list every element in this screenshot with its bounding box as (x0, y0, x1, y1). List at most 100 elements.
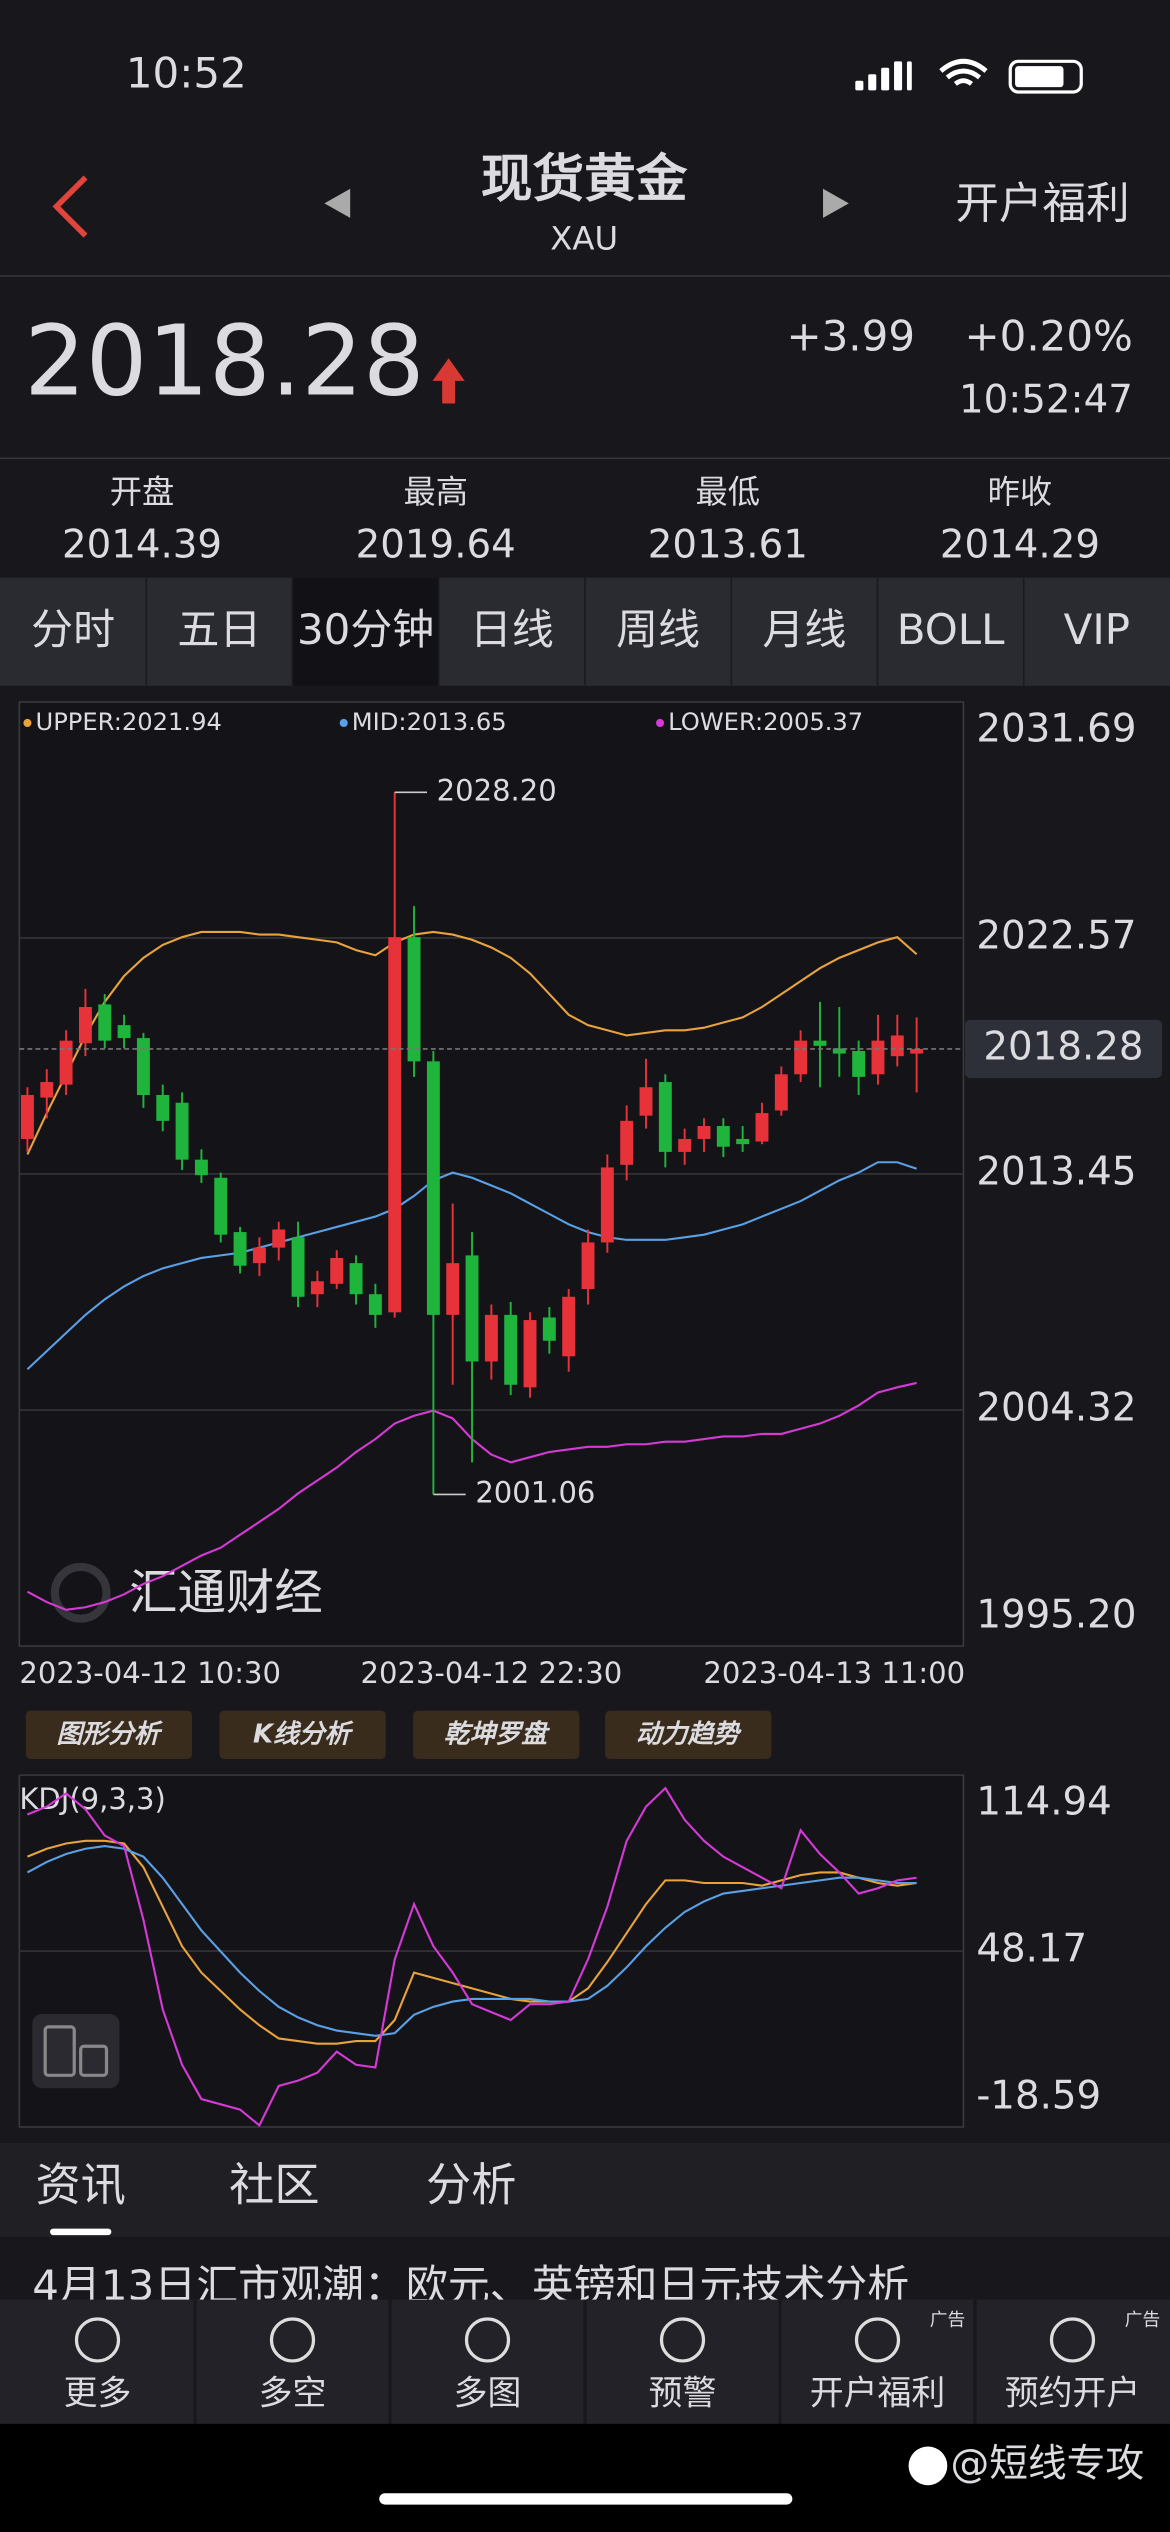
watermark: 汇通财经 (129, 1565, 323, 1621)
tab[interactable]: 月线 (762, 605, 846, 654)
candle-body (890, 1035, 904, 1057)
series-line (26, 1845, 917, 2037)
stat-value: 2014.39 (62, 523, 222, 568)
candle-body (20, 1094, 34, 1139)
tab[interactable]: 日线 (470, 605, 554, 654)
candle-body (794, 1040, 808, 1075)
candle-body (407, 937, 421, 1062)
nav-icon (1049, 2317, 1096, 2363)
tab-active-bg (292, 577, 439, 686)
candle-body (78, 1007, 92, 1044)
header-action[interactable]: 开户福利 (955, 180, 1129, 230)
candle-body (600, 1167, 614, 1243)
candle-body (214, 1177, 228, 1235)
y-tick-label: 114.94 (976, 1780, 1111, 1825)
battery-icon (1008, 59, 1083, 94)
nav-icon (74, 2317, 121, 2363)
kdj-title: KDJ(9,3,3) (19, 1782, 165, 1816)
tool-button[interactable] (605, 1710, 772, 1760)
tab[interactable]: BOLL (897, 605, 1005, 654)
tool-label: K线分析 (253, 1719, 354, 1749)
series-line (27, 1786, 917, 2128)
back-button[interactable] (52, 175, 88, 238)
candle-body (910, 1048, 924, 1054)
candle-body (156, 1094, 170, 1121)
stat-label: 最低 (696, 473, 761, 511)
candle-body (678, 1138, 692, 1152)
title: 现货黄金 (481, 149, 688, 209)
stat-label: 昨收 (988, 473, 1053, 511)
candle-body (871, 1040, 885, 1075)
candle-body (581, 1242, 595, 1290)
candle-body (465, 1255, 479, 1362)
tab[interactable]: 30分钟 (297, 605, 434, 654)
candle-body (774, 1074, 788, 1111)
candle-body (272, 1229, 286, 1248)
stat-value: 2013.61 (648, 523, 808, 568)
annotation-label: 2001.06 (475, 1475, 595, 1509)
stats: 开盘 2014.39 最高 2019.64 最低 2013.61 昨收 2014.29 (62, 473, 1100, 568)
tab[interactable]: VIP (1064, 605, 1130, 654)
candle-body (523, 1320, 537, 1388)
nav-label[interactable]: 预警 (649, 2373, 717, 2412)
candle-body (697, 1126, 711, 1139)
rotate-button[interactable] (32, 2013, 120, 2089)
candle-body (117, 1025, 131, 1039)
nav-icon (464, 2317, 511, 2363)
y-tick-label: 2013.45 (976, 1149, 1136, 1194)
tool-button[interactable] (219, 1710, 386, 1760)
candle-body (233, 1232, 247, 1266)
tool-label: 乾坤罗盘 (444, 1719, 550, 1749)
candle-body (252, 1247, 266, 1264)
candle-body (562, 1296, 576, 1357)
candle-body (330, 1257, 344, 1284)
status-time: 10:52 (126, 48, 247, 97)
y-tick-label: -18.59 (976, 2073, 1101, 2118)
series-line (26, 1161, 917, 1370)
candle-body (736, 1138, 750, 1145)
tab[interactable]: 五日 (177, 605, 261, 654)
kdj-chart: 114.94 48.17 -18.59 (19, 1774, 1112, 2128)
tab[interactable]: 周线 (616, 605, 700, 654)
prev-button[interactable] (324, 188, 351, 218)
candle-body (484, 1314, 498, 1362)
nav-label[interactable]: 多图 (454, 2373, 522, 2412)
nav-label[interactable]: 预约开户 (1005, 2373, 1141, 2412)
change: +3.99 (787, 311, 916, 360)
y-tick-label: 2022.57 (976, 913, 1136, 958)
series-line (27, 1839, 917, 2045)
stat-value: 2014.29 (940, 523, 1100, 568)
wifi-icon (939, 58, 988, 86)
nav-label[interactable]: 开户福利 (810, 2373, 946, 2412)
tool-button[interactable] (25, 1710, 193, 1760)
next-button[interactable] (823, 188, 849, 218)
tool-button[interactable] (413, 1710, 580, 1760)
price: 2018.28 (24, 304, 424, 417)
stat-label: 开盘 (110, 473, 175, 511)
y-tick-label: 2004.32 (976, 1386, 1136, 1431)
candle-body (716, 1126, 730, 1147)
x-tick-label: 2023-04-12 22:30 (361, 1656, 623, 1690)
candle-body (349, 1263, 363, 1295)
tool-label: 动力趋势 (636, 1719, 742, 1749)
candle-body (136, 1038, 150, 1095)
candle-body (852, 1050, 866, 1077)
annotation-label: 2028.20 (437, 773, 557, 807)
tool-label: 图形分析 (56, 1719, 162, 1749)
tab[interactable]: 分时 (31, 605, 115, 654)
nav-label[interactable]: 更多 (64, 2373, 132, 2412)
x-tick-label: 2023-04-12 10:30 (19, 1656, 281, 1690)
candle-body (832, 1048, 846, 1054)
legend-entry: LOWER:2005.37 (668, 708, 863, 736)
stat-value: 2019.64 (356, 523, 516, 568)
section-tab[interactable]: 分析 (426, 2158, 516, 2211)
legend-entry: MID:2013.65 (352, 708, 507, 736)
section-tab[interactable]: 资讯 (36, 2158, 126, 2211)
candle-body (175, 1102, 189, 1160)
candle-body (542, 1317, 556, 1341)
nav-label[interactable]: 多空 (259, 2373, 327, 2412)
section-tab[interactable]: 社区 (229, 2158, 319, 2211)
symbol: XAU (550, 219, 618, 257)
